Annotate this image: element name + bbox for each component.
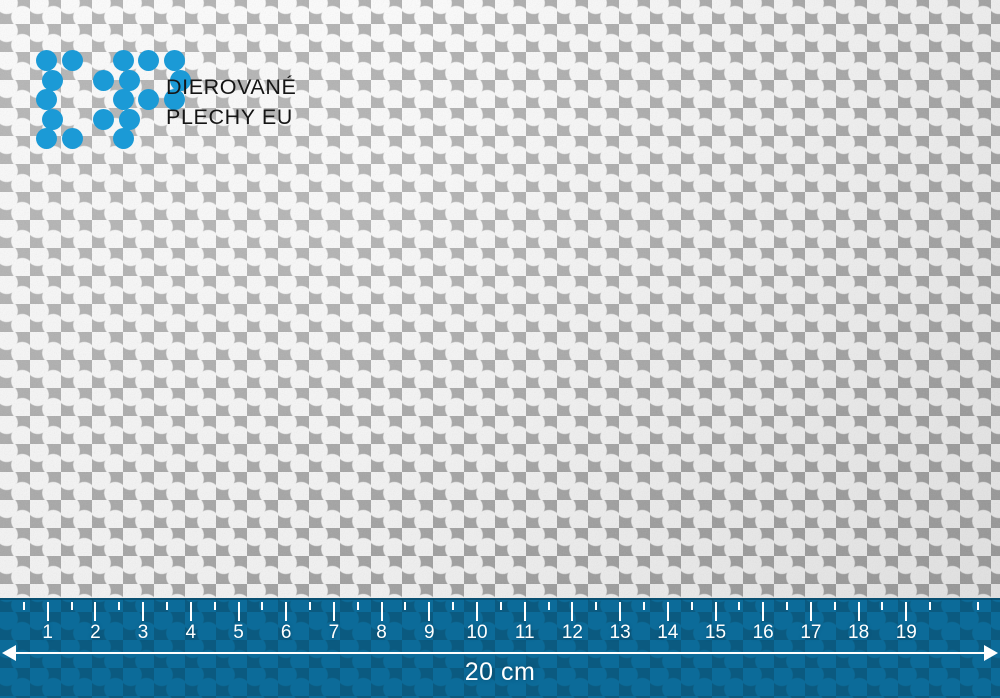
ruler-tick-major	[666, 602, 669, 621]
ruler-tick-minor	[70, 602, 73, 610]
ruler-tick-major	[189, 602, 192, 621]
ruler-tick-major	[142, 602, 145, 621]
ruler-tick-minor	[165, 602, 168, 610]
ruler-tick-minor	[261, 602, 264, 610]
ruler-band: 1 2 3 4 5 6 7 8 9 10 11 12 13 14 15 16 17 18 19 20 cm	[0, 598, 1000, 698]
ruler-tick-minor	[547, 602, 550, 610]
logo-dot	[112, 89, 134, 110]
ruler-tick-label: 16	[752, 622, 774, 643]
ruler-tick-label: 12	[561, 622, 583, 643]
logo-dot	[61, 50, 83, 71]
logo-dot	[36, 50, 57, 71]
arrow-head-left-icon	[2, 645, 16, 661]
ruler-tick-major	[905, 602, 908, 621]
ruler-tick-label: 8	[376, 622, 387, 643]
logo-dot	[36, 128, 57, 149]
ruler-tick-label: 19	[895, 622, 917, 643]
ruler-tick-major	[809, 602, 812, 621]
logo-dot	[93, 108, 114, 130]
ruler-tick-major	[237, 602, 240, 621]
ruler-tick-minor	[118, 602, 121, 610]
ruler-tick-label: 2	[90, 622, 101, 643]
ruler-tick-label: 4	[185, 622, 197, 643]
logo-dot	[42, 108, 63, 130]
ruler-tick-major	[857, 602, 860, 621]
logo-dot	[169, 69, 191, 91]
ruler-tick-minor	[499, 602, 502, 610]
ruler-tick-major	[571, 602, 574, 621]
ruler-tick-label: 7	[328, 622, 340, 643]
ruler-tick-minor	[213, 602, 216, 610]
ruler-tick-minor	[22, 602, 25, 610]
logo-dot	[138, 89, 159, 110]
ruler-tick-major	[380, 602, 383, 621]
logo-dot	[138, 50, 159, 71]
logo-line-2: PLECHY EU	[166, 105, 293, 129]
ruler-tick-major	[714, 602, 717, 621]
total-length-label: 20 cm	[464, 658, 536, 686]
ruler-tick-label: 6	[280, 622, 292, 643]
ruler-tick-major	[428, 602, 431, 621]
ruler-top-edge	[0, 598, 1000, 600]
logo-dot	[118, 69, 140, 91]
ruler-tick-minor	[690, 602, 693, 610]
ruler-tick-label: 15	[704, 622, 727, 643]
arrow-head-right-icon	[984, 645, 998, 661]
ruler-tick-major	[476, 602, 478, 621]
ruler-tick-major	[619, 602, 622, 621]
ruler-tick-label: 3	[137, 622, 149, 643]
ruler-tick-major	[762, 602, 765, 621]
ruler-tick-minor	[881, 602, 884, 610]
logo-wordmark: DIEROVANÉ PLECHY EU	[166, 72, 336, 132]
brand-logo: DIEROVANÉ PLECHY EU	[36, 50, 326, 149]
ruler-tick-label: 11	[514, 622, 535, 643]
logo-dot	[42, 69, 63, 91]
ruler-tick-minor	[976, 602, 979, 610]
ruler-tick-label: 5	[233, 622, 244, 643]
ruler-tick-label: 17	[800, 622, 822, 643]
ruler-tick-minor	[833, 602, 836, 610]
ruler-tick-label: 13	[609, 622, 631, 643]
logo-dot	[163, 50, 185, 71]
ruler-tick-major	[285, 602, 288, 621]
logo-dot	[118, 108, 140, 130]
measure-arrow-line	[14, 652, 986, 654]
logo-dot	[61, 128, 83, 149]
logo-line-1: DIEROVANÉ	[166, 75, 297, 99]
logo-dot	[36, 89, 57, 110]
ruler-tick-major	[46, 602, 49, 621]
ruler-tick-major	[94, 602, 97, 621]
ruler-tick-minor	[595, 602, 598, 610]
logo-dot	[112, 128, 134, 149]
ruler-tick-major	[523, 602, 526, 621]
ruler-tick-minor	[786, 602, 789, 610]
ruler-ticks: 1 2 3 4 5 6 7 8 9 10 11 12 13 14 15 16 17 18 19	[0, 598, 1000, 698]
ruler-tick-minor	[356, 602, 359, 610]
ruler-tick-label: 10	[466, 622, 488, 643]
logo-dot	[112, 50, 134, 71]
ruler-tick-minor	[309, 602, 312, 610]
logo-dot	[93, 69, 114, 91]
ruler-tick-label: 9	[424, 622, 435, 643]
ruler-blue-tint-soft	[0, 598, 1000, 698]
ruler-tick-major	[332, 602, 335, 621]
logo-dot	[163, 89, 185, 110]
ruler-tick-label: 1	[42, 622, 53, 643]
ruler-tick-label: 18	[848, 622, 870, 643]
ruler-tick-minor	[929, 602, 932, 610]
ruler-tick-minor	[738, 602, 741, 610]
ruler-tick-label: 14	[657, 622, 679, 643]
logo-dot-mark	[36, 50, 191, 149]
ruler-tick-minor	[404, 602, 407, 610]
ruler-tick-minor	[452, 602, 455, 610]
ruler-tick-minor	[642, 602, 645, 610]
